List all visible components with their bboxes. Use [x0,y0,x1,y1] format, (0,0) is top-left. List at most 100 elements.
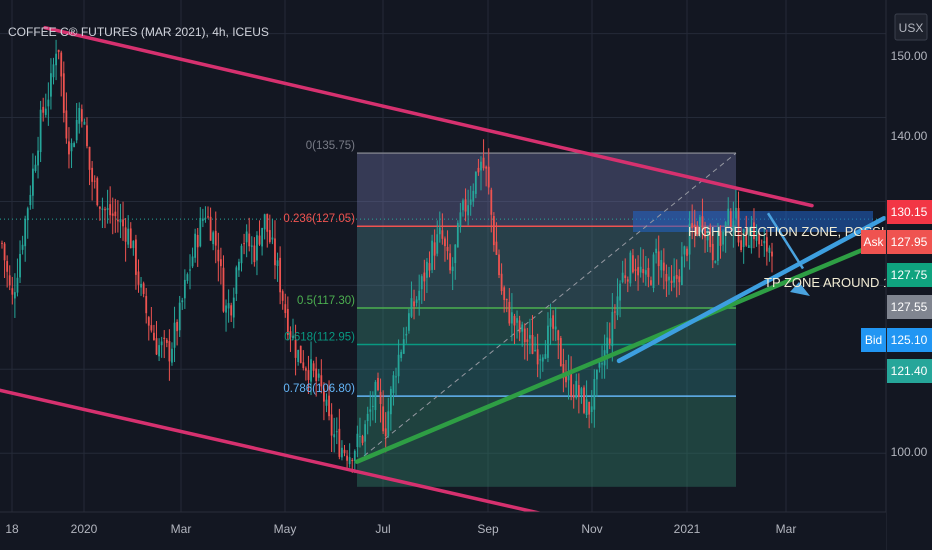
candle-body [294,339,297,358]
candle-body [387,411,390,436]
candle-body [111,213,114,216]
channel-lower-line [0,388,555,518]
candle-body [544,354,547,359]
time-tick-label: Jul [375,522,390,536]
candle-body [462,200,464,211]
candle-body [189,269,191,271]
candle-body [62,73,65,113]
candle-body [531,334,534,354]
candle-body [325,399,328,406]
bid-tag-box [861,328,886,352]
candle-body [106,208,109,211]
candle-body [410,298,413,317]
candle-body [346,455,348,461]
candle-body [660,259,663,271]
candle-body [691,223,694,229]
candle-body [577,385,580,397]
candle-body [261,227,264,247]
candle-body [392,375,395,394]
candle-body [693,224,696,228]
candle-body [279,257,282,293]
candle-body [212,232,215,245]
candle-body [276,260,279,266]
ask-tag-box [861,230,886,254]
fib-level-label: 0.786(106.80) [283,383,355,395]
candle-body [657,251,660,267]
candle-body [307,370,310,380]
candle-body [598,362,601,368]
candle-body [297,349,300,363]
candle-body [745,231,748,246]
candle-body [196,234,199,248]
price-tag-box [887,200,932,224]
candle-body [709,227,712,247]
candle-body [505,299,508,301]
candle-body [642,269,645,274]
candle-body [675,275,678,279]
candle-body [593,379,596,410]
candle-body [183,279,186,299]
time-tick-label: 2020 [71,522,98,536]
time-axis[interactable] [0,511,886,550]
candle-body [637,267,639,276]
support-trendline [354,237,889,464]
candle-body [281,291,284,301]
candle-body [299,345,302,363]
arrow-head [790,282,810,296]
price-tag-label: 127.75 [891,268,928,282]
channel-upper-line [43,25,814,208]
candle-body [588,401,591,415]
candle-body [268,230,271,243]
candle-body [451,266,454,272]
candle-body [456,222,459,248]
candle-body [181,300,184,303]
price-tags: 150.00 140.00 130.15 127.95 Ask 127.75 127.55 1… [861,49,932,459]
fib-level-label: 0.5(117.30) [297,295,355,307]
candle-body [652,254,655,289]
candle-body [480,161,482,171]
candle-body [361,436,364,443]
candle-body [3,243,6,261]
candle-body [204,217,207,219]
currency-box[interactable] [894,13,928,41]
candle-body [464,199,467,212]
annotation-tp-zone: TP ZONE AROUND 122.5 [764,275,915,290]
candle-body [304,368,307,371]
candle-body [60,52,63,77]
candle-body [521,324,524,332]
candle-body [701,216,704,231]
blue-trendline [616,215,887,364]
candle-body [647,267,650,277]
candle-body [431,240,433,270]
candle-body [547,325,549,358]
candle-body [124,227,127,242]
candle-body [539,359,542,361]
candle-body [57,49,60,53]
fib-zone [357,344,736,397]
time-tick-label: Mar [776,522,797,536]
fib-zone [357,226,736,309]
candle-body [711,243,714,261]
candle-body [771,251,773,257]
candle-body [662,262,665,271]
price-tag-label: 127.55 [891,300,928,314]
candle-body [513,315,516,326]
candle-body [248,233,251,247]
candle-body [485,166,488,169]
candle-body [93,180,96,182]
candle-body [765,237,768,252]
candle-body [24,218,27,247]
candle-body [88,146,91,170]
grid [0,0,886,512]
candle-body [760,244,763,246]
candle-body [194,233,197,258]
candle-body [575,380,578,398]
candle-body [559,338,562,367]
candle-body [263,214,266,230]
candle-body [19,253,21,278]
candle-body [165,339,168,343]
candle-body [768,247,771,253]
candle-body [178,302,181,331]
fib-zone [357,308,736,345]
